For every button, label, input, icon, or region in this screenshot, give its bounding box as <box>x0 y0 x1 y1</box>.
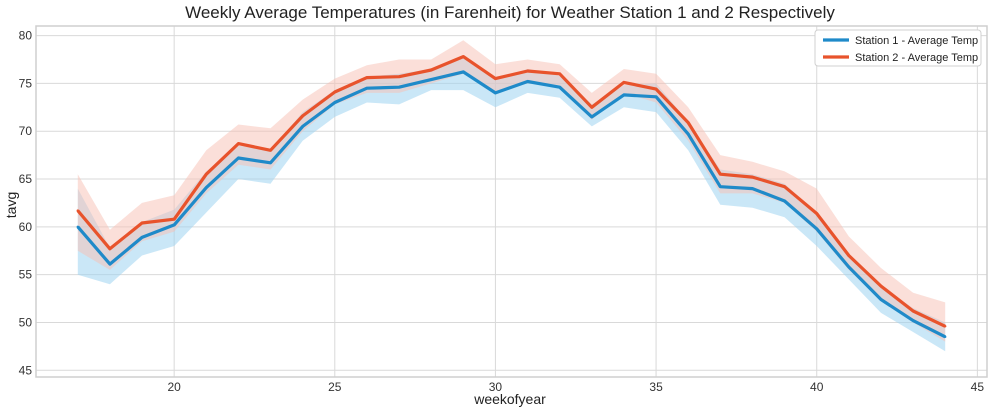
series-2-point <box>558 72 561 76</box>
series-1-point <box>944 335 947 339</box>
series-1-point <box>687 132 690 136</box>
series-1-point <box>269 161 272 164</box>
y-tick-label: 70 <box>19 124 33 138</box>
series-1-point <box>429 78 433 81</box>
series-2-point <box>397 75 401 78</box>
series-1-point <box>879 298 883 301</box>
y-tick-label: 45 <box>19 363 33 377</box>
series-2-point <box>590 106 594 109</box>
series-1-point <box>172 223 176 227</box>
series-1-point <box>751 187 754 190</box>
series-2-point <box>526 69 529 73</box>
legend-label-1: Station 1 - Average Temp <box>855 35 978 47</box>
series-1-point <box>526 80 529 83</box>
series-2-point <box>751 175 754 179</box>
series-1-point <box>719 185 722 188</box>
series-1-point <box>590 115 594 119</box>
y-tick-label: 80 <box>19 29 33 43</box>
series-2-point <box>462 55 465 58</box>
series-1-point <box>76 225 79 229</box>
series-2-point <box>301 114 304 118</box>
plot-area: 20 25 30 35 40 45 45 50 55 60 65 70 75 80 Station 1 - … <box>19 25 988 394</box>
series-2-point <box>237 142 240 145</box>
series-2-point <box>429 68 433 72</box>
series-1-point <box>783 199 786 203</box>
series-2-line <box>76 54 946 328</box>
series-2-point <box>172 217 176 221</box>
series-2-point <box>847 254 851 257</box>
y-tick-label: 55 <box>19 268 33 282</box>
series-2-point <box>783 185 786 188</box>
y-tick-label: 60 <box>19 220 33 234</box>
y-tick-label: 50 <box>19 315 33 329</box>
x-tick-label: 45 <box>971 380 985 394</box>
series-1-point <box>397 86 401 89</box>
series-2-point <box>654 87 658 91</box>
series-2-point <box>879 284 883 288</box>
series-1-point <box>654 95 658 98</box>
legend-box <box>814 29 982 67</box>
series-1-point <box>140 236 144 239</box>
plot-frame <box>35 25 988 378</box>
series-2-point <box>494 77 497 80</box>
series-2-point <box>108 247 112 251</box>
series-1-point <box>365 86 369 90</box>
series-1-point <box>558 86 561 89</box>
series-1-point <box>462 70 465 74</box>
x-axis-label: weekofyear <box>473 391 546 407</box>
series-1-point <box>301 125 304 128</box>
series-2-point <box>687 121 690 124</box>
y-tick-label: 65 <box>19 172 33 186</box>
series-2-point <box>719 173 722 176</box>
series-1-point <box>205 186 208 189</box>
series-1-point <box>108 262 112 266</box>
y-axis-label: tavg <box>3 192 19 218</box>
legend: Station 1 - Average Temp Station 2 - Aver… <box>814 29 982 67</box>
x-tick-label: 30 <box>489 380 503 394</box>
series-2-point <box>365 76 369 79</box>
series-2-point <box>944 325 947 328</box>
x-tick-label: 20 <box>167 380 181 394</box>
x-tick-label: 35 <box>649 380 663 394</box>
y-tick-label: 75 <box>19 76 33 90</box>
series-2-point <box>815 212 818 215</box>
series-1-point <box>237 156 240 160</box>
series-1-point <box>622 93 626 97</box>
series-2-point <box>269 149 272 152</box>
series-2-point <box>76 209 79 212</box>
series-2-point <box>622 81 626 84</box>
series-2-point <box>333 90 336 94</box>
series-1-point <box>847 265 851 269</box>
series-2-point <box>205 173 208 176</box>
series-1-point <box>333 101 336 104</box>
series-2-point <box>140 221 144 225</box>
x-tick-label: 40 <box>810 380 824 394</box>
series-2-confidence-band <box>77 40 946 342</box>
legend-label-2: Station 2 - Average Temp <box>855 52 978 64</box>
series-2-point <box>911 309 915 313</box>
series-1-point <box>911 319 915 322</box>
series-1-line <box>76 70 946 339</box>
series-1-point <box>815 227 818 230</box>
x-tick-label: 25 <box>328 380 342 394</box>
chart-title: Weekly Average Temperatures (in Farenhei… <box>185 3 835 22</box>
series-1-point <box>494 91 497 95</box>
